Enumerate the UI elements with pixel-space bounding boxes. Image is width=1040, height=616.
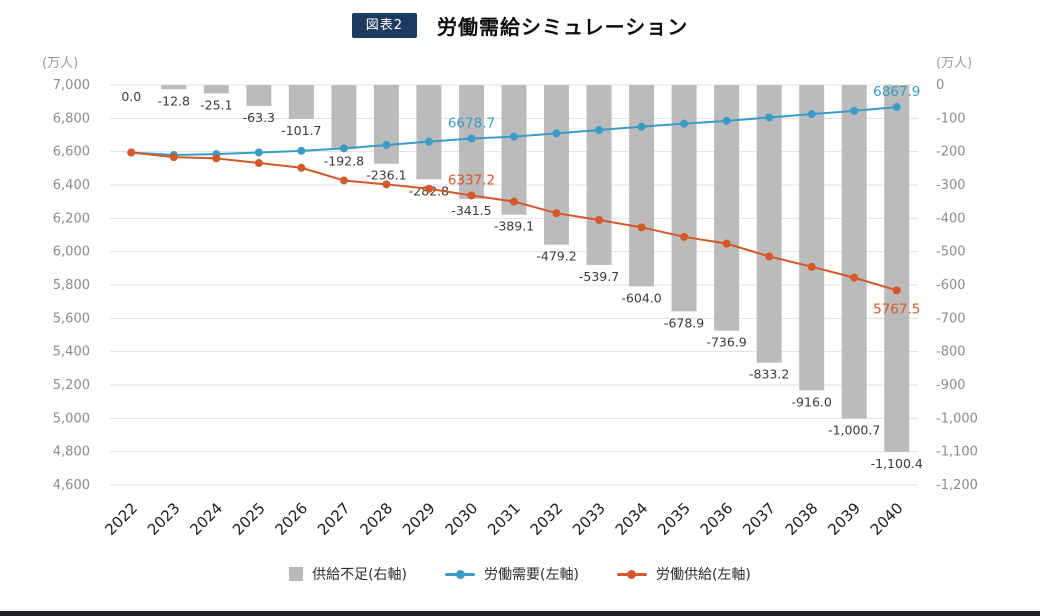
svg-text:-500: -500 [936, 245, 966, 260]
svg-text:2029: 2029 [399, 499, 439, 539]
svg-text:-539.7: -539.7 [579, 269, 619, 284]
svg-text:2037: 2037 [739, 499, 779, 539]
svg-text:6,400: 6,400 [53, 178, 90, 193]
svg-text:-341.5: -341.5 [451, 203, 491, 218]
legend: 供給不足(右軸) 労働需要(左軸) 労働供給(左軸) [0, 560, 1040, 588]
svg-text:2039: 2039 [824, 499, 864, 539]
svg-text:2028: 2028 [357, 499, 397, 539]
svg-text:-100: -100 [936, 111, 966, 126]
svg-text:-800: -800 [936, 345, 966, 360]
svg-text:2023: 2023 [144, 499, 184, 539]
svg-text:-833.2: -833.2 [749, 367, 789, 382]
svg-text:-12.8: -12.8 [158, 93, 190, 108]
svg-text:-192.8: -192.8 [324, 153, 364, 168]
svg-text:-600: -600 [936, 278, 966, 293]
figure-number-badge: 図表2 [351, 12, 418, 38]
svg-text:-1,000.7: -1,000.7 [828, 423, 880, 438]
svg-text:4,600: 4,600 [53, 478, 90, 493]
svg-text:7,000: 7,000 [53, 78, 90, 93]
svg-text:2035: 2035 [654, 499, 694, 539]
supply-line-legend-marker [616, 568, 647, 580]
svg-text:-479.2: -479.2 [536, 249, 576, 264]
svg-text:5,200: 5,200 [53, 378, 90, 393]
svg-text:-236.1: -236.1 [366, 168, 406, 183]
footer-rule [0, 611, 1040, 616]
svg-text:2033: 2033 [569, 499, 609, 539]
svg-text:-700: -700 [936, 311, 966, 326]
svg-text:2025: 2025 [229, 499, 269, 539]
svg-text:6,800: 6,800 [53, 111, 90, 126]
svg-text:2038: 2038 [782, 499, 822, 539]
chart-header: 図表2 労働需給シミュレーション [0, 8, 1040, 42]
legend-item-demand: 労働需要(左軸) [445, 564, 579, 584]
svg-text:-916.0: -916.0 [792, 394, 832, 409]
svg-text:6,200: 6,200 [53, 211, 90, 226]
left-axis-unit-label: (万人) [42, 56, 79, 71]
svg-text:0: 0 [936, 78, 944, 93]
svg-text:6337.2: 6337.2 [448, 172, 495, 188]
svg-text:2022: 2022 [101, 499, 141, 539]
svg-text:6867.9: 6867.9 [873, 84, 920, 100]
svg-text:6,600: 6,600 [53, 145, 90, 160]
svg-text:2030: 2030 [442, 499, 482, 539]
svg-text:2032: 2032 [527, 499, 567, 539]
bar-legend-marker [289, 567, 304, 581]
svg-text:-736.9: -736.9 [706, 335, 746, 350]
svg-text:4,800: 4,800 [53, 445, 90, 460]
legend-item-shortage: 供給不足(右軸) [289, 564, 407, 584]
svg-text:5,000: 5,000 [53, 411, 90, 426]
svg-text:-63.3: -63.3 [243, 110, 275, 125]
svg-text:6,000: 6,000 [53, 245, 90, 260]
svg-text:2040: 2040 [867, 499, 907, 539]
svg-text:-389.1: -389.1 [494, 219, 534, 234]
demand-line-legend-marker [445, 568, 476, 580]
svg-text:-300: -300 [936, 178, 966, 193]
svg-text:-101.7: -101.7 [281, 123, 321, 138]
svg-text:-604.0: -604.0 [621, 290, 661, 305]
svg-text:0.0: 0.0 [121, 89, 141, 104]
right-axis-unit-label: (万人) [936, 56, 973, 71]
svg-text:2026: 2026 [271, 499, 311, 539]
svg-text:5,600: 5,600 [53, 311, 90, 326]
svg-text:5,800: 5,800 [53, 278, 90, 293]
svg-text:-25.1: -25.1 [200, 97, 232, 112]
svg-text:-678.9: -678.9 [664, 315, 704, 330]
legend-label-shortage: 供給不足(右軸) [312, 567, 408, 583]
svg-text:2034: 2034 [612, 499, 652, 539]
svg-text:-1,100.4: -1,100.4 [871, 456, 923, 471]
chart-plot: 7,000 6,800 6,600 6,400 6,200 6,000 5,800 5,600… [53, 78, 978, 539]
svg-text:2031: 2031 [484, 499, 524, 539]
svg-text:5,400: 5,400 [53, 345, 90, 360]
svg-text:2036: 2036 [697, 499, 737, 539]
svg-text:-200: -200 [936, 145, 966, 160]
svg-text:6678.7: 6678.7 [448, 116, 495, 132]
legend-label-supply: 労働供給(左軸) [655, 567, 751, 583]
chart-title: 労働需給シミュレーション [437, 14, 689, 39]
svg-text:-1,200: -1,200 [936, 478, 978, 493]
svg-text:-400: -400 [936, 211, 966, 226]
svg-text:5767.5: 5767.5 [873, 301, 920, 317]
svg-text:-900: -900 [936, 378, 966, 393]
svg-text:-1,100: -1,100 [936, 445, 978, 460]
legend-label-demand: 労働需要(左軸) [484, 567, 579, 583]
svg-text:2024: 2024 [186, 499, 226, 539]
legend-item-supply: 労働供給(左軸) [616, 564, 751, 584]
svg-text:-1,000: -1,000 [936, 411, 978, 426]
svg-text:2027: 2027 [314, 499, 354, 539]
